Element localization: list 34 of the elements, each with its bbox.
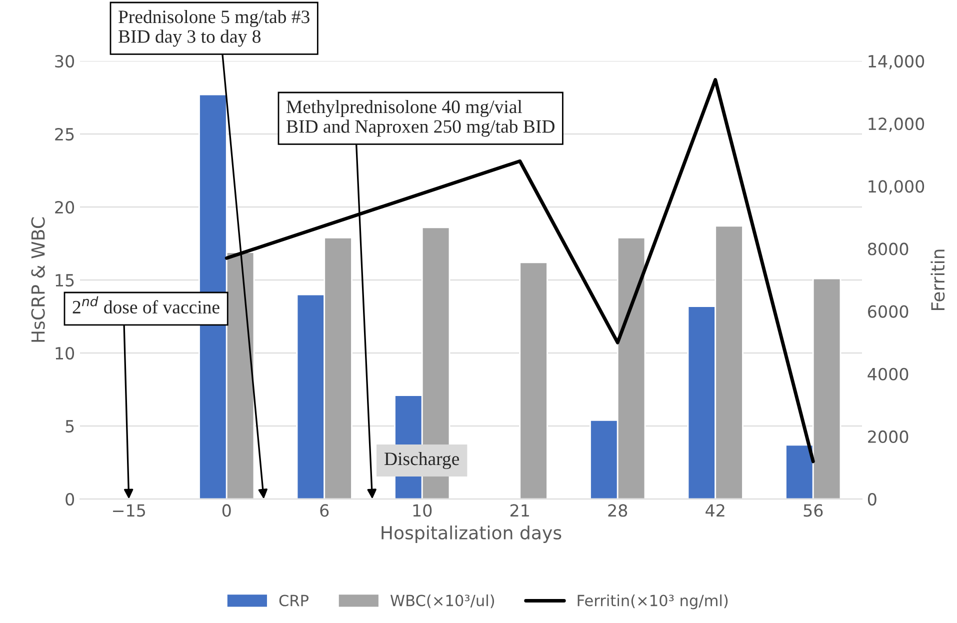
y2-tick-label: 0: [868, 492, 876, 506]
y2-tick-label: 4000: [868, 368, 908, 380]
bar: [519, 262, 548, 499]
y-tick-label: 25: [55, 128, 74, 141]
legend-label: WBC(×10³/ul): [390, 594, 494, 608]
annotation: Methylprednisolone 40 mg/vial BID and Naproxen 250 mg/tab BID: [286, 100, 554, 137]
y-tick-label: 20: [55, 200, 74, 214]
x-tick-label: 0: [222, 504, 231, 517]
y2-tick-label: 6000: [868, 305, 908, 318]
y-tick-label: 0: [66, 492, 74, 506]
legend-label: Ferritin(×10³ ng/ml): [578, 594, 728, 610]
y2-axis-title: Ferritin: [930, 250, 945, 310]
x-tick-label: 10: [413, 504, 432, 517]
annotation: 2$^{nd}$ dose of vaccine: [72, 296, 220, 314]
text: Prednisolone 5 mg/tab #3 BID day 3 to day 8: [118, 10, 310, 47]
y-tick-label: 5: [66, 420, 74, 433]
x-tick-label: −15: [113, 504, 146, 517]
x-tick-label: 28: [608, 504, 628, 517]
x-tick-label: 21: [510, 504, 529, 517]
x-tick-label: 42: [706, 504, 724, 517]
annotation: Discharge: [384, 452, 460, 470]
x-axis-title: Hospitalization days: [382, 526, 562, 544]
y2-tick-label: 10,000: [868, 180, 924, 194]
y-tick-label: 15: [56, 274, 74, 287]
y2-tick-label: 8000: [868, 242, 908, 256]
y-tick-label: 10: [56, 346, 74, 360]
y2-tick-label: 14,000: [868, 54, 924, 70]
legend-label: CRP: [279, 594, 308, 606]
x-tick-label: 6: [320, 504, 329, 517]
y2-tick-label: 12,000: [868, 118, 924, 132]
y-axis-title: HsCRP & WBC: [31, 217, 45, 342]
y2-tick-label: 2000: [868, 430, 908, 443]
x-tick-label: 56: [804, 504, 823, 517]
y-tick-label: 30: [55, 54, 74, 68]
